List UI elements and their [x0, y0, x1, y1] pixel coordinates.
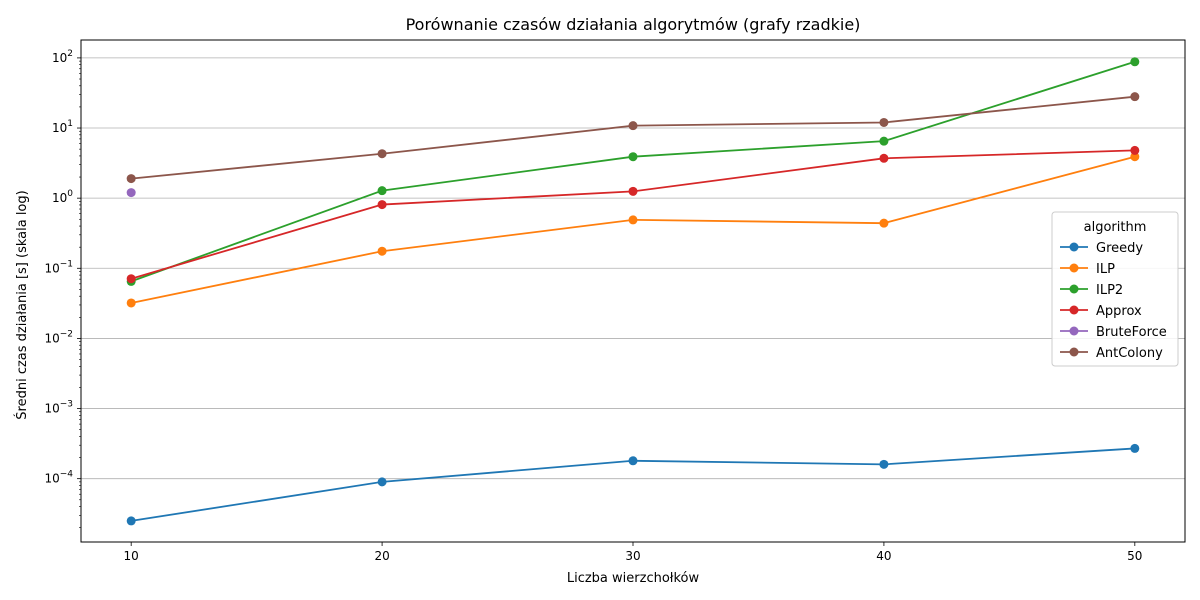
data-point — [879, 459, 889, 469]
data-point — [377, 149, 387, 159]
y-axis-label: Średni czas działania [s] (skala log) — [14, 190, 30, 419]
x-tick-label: 10 — [124, 549, 139, 563]
data-point — [126, 188, 136, 198]
series-antcolony — [126, 92, 1140, 184]
x-tick-label: 50 — [1127, 549, 1142, 563]
data-point — [1130, 145, 1140, 155]
legend-marker — [1069, 284, 1079, 294]
series-line — [130, 60, 1136, 283]
y-tick-label: 10−2 — [44, 329, 73, 345]
y-tick-label: 10−3 — [44, 400, 73, 416]
y-tick-label: 10−4 — [44, 470, 73, 486]
legend-label: Greedy — [1096, 241, 1143, 256]
x-tick-label: 40 — [876, 549, 891, 563]
legend-marker — [1069, 305, 1079, 315]
series-approx — [126, 145, 1140, 284]
plot-frame — [80, 39, 1186, 543]
legend-entry: AntColony — [1060, 346, 1163, 361]
data-point — [879, 218, 889, 228]
data-point — [628, 121, 638, 131]
legend-title: algorithm — [1084, 220, 1147, 235]
series-bruteforce — [126, 188, 136, 198]
legend-entry: Greedy — [1060, 241, 1143, 256]
legend: algorithm Greedy ILP ILP2 Approx BruteForce A… — [1051, 211, 1179, 367]
legend-marker — [1069, 347, 1079, 357]
legend-label: ILP2 — [1096, 283, 1123, 298]
data-point — [1130, 92, 1140, 102]
y-axis: 10−4 10−3 10−2 10−1 100 101 102 — [44, 49, 81, 528]
series-layer — [126, 57, 1140, 526]
y-tick-label: 100 — [52, 189, 73, 205]
y-tick-label: 101 — [52, 119, 73, 135]
data-point — [126, 298, 136, 308]
data-point — [126, 174, 136, 184]
data-point — [377, 477, 387, 487]
legend-label: ILP — [1096, 262, 1115, 277]
data-point — [879, 136, 889, 146]
y-tick-label: 10−1 — [44, 259, 73, 275]
data-point — [628, 215, 638, 225]
data-point — [1130, 443, 1140, 453]
legend-marker — [1069, 263, 1079, 273]
legend-marker — [1069, 326, 1079, 336]
legend-entry: BruteForce — [1060, 325, 1167, 340]
data-point — [628, 456, 638, 466]
legend-label: AntColony — [1096, 346, 1163, 361]
x-tick-label: 20 — [374, 549, 389, 563]
data-point — [377, 200, 387, 210]
data-point — [1130, 152, 1140, 162]
y-tick-label: 102 — [52, 49, 73, 65]
legend-label: BruteForce — [1096, 325, 1167, 340]
x-axis-label: Liczba wierzchołków — [567, 571, 700, 586]
x-axis: 10 20 30 40 50 — [124, 542, 1142, 563]
legend-entry: ILP2 — [1060, 283, 1123, 298]
x-tick-label: 30 — [625, 549, 640, 563]
legend-marker — [1069, 242, 1079, 252]
data-point — [126, 516, 136, 526]
legend-items: Greedy ILP ILP2 Approx BruteForce AntColony — [1060, 241, 1167, 361]
chart-title: Porównanie czasów działania algorytmów (… — [406, 15, 861, 34]
data-point — [879, 117, 889, 127]
data-point — [628, 152, 638, 162]
data-point — [879, 153, 889, 163]
data-point — [126, 274, 136, 284]
legend-box — [1051, 211, 1179, 367]
legend-entry: Approx — [1060, 304, 1142, 319]
series-line — [131, 155, 1136, 304]
legend-entry: ILP — [1060, 262, 1115, 277]
grid-lines — [81, 57, 1185, 480]
series-ilp2 — [126, 57, 1140, 286]
legend-label: Approx — [1096, 304, 1142, 319]
data-point — [377, 186, 387, 196]
series-ilp — [126, 152, 1140, 308]
data-point — [628, 186, 638, 196]
series-line — [130, 149, 1135, 280]
series-greedy — [126, 443, 1140, 526]
data-point — [377, 246, 387, 256]
data-point — [1130, 57, 1140, 67]
